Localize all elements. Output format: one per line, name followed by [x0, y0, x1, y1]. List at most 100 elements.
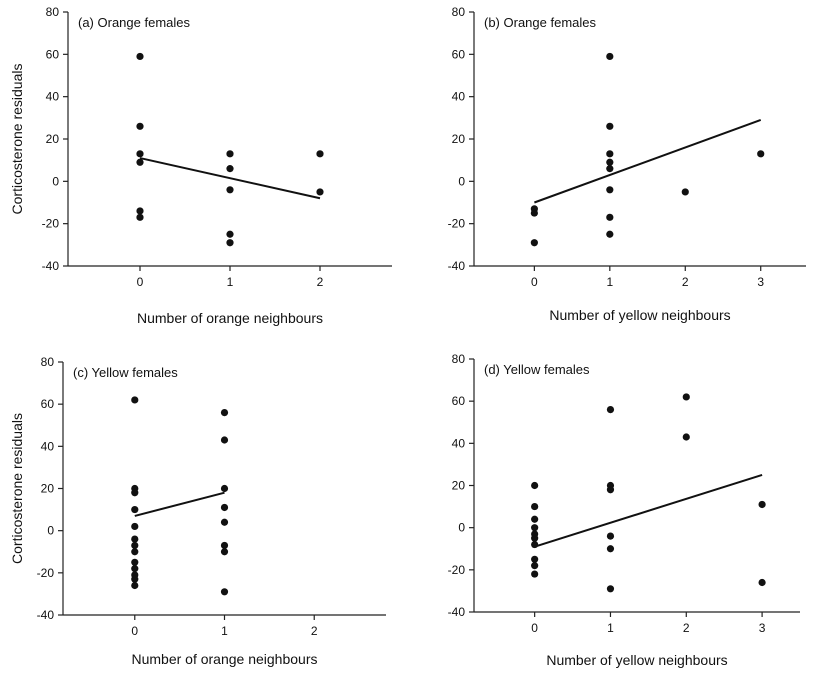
- data-point: [531, 540, 539, 549]
- data-point: [131, 505, 139, 514]
- y-axis-title: Corticosterone residuals: [9, 413, 25, 564]
- y-tick-label: 60: [41, 397, 55, 411]
- panel-label: (a) Orange females: [78, 15, 190, 30]
- data-point: [531, 524, 539, 532]
- data-point: [131, 396, 139, 404]
- panel-label: (b) Orange females: [484, 15, 596, 30]
- data-point: [220, 548, 229, 556]
- regression-line: [134, 491, 225, 517]
- x-tick-label: 2: [683, 621, 690, 635]
- y-tick-label: -40: [37, 608, 55, 622]
- data-point: [531, 534, 539, 542]
- y-tick-label: 40: [46, 90, 60, 104]
- data-point: [131, 575, 139, 583]
- y-tick-label: -40: [448, 259, 466, 273]
- data-point: [606, 406, 615, 414]
- y-tick-label: -20: [42, 217, 60, 231]
- y-tick-label: 40: [452, 436, 466, 450]
- y-tick-label: 60: [452, 394, 466, 408]
- x-tick-label: 3: [757, 275, 764, 289]
- data-point: [131, 522, 139, 531]
- regression-line: [534, 119, 762, 204]
- y-tick-label: 20: [41, 482, 55, 496]
- data-point: [606, 165, 614, 173]
- data-point: [131, 541, 139, 550]
- y-tick-label: -20: [448, 217, 466, 231]
- y-tick-label: 80: [41, 355, 55, 369]
- data-point: [316, 188, 324, 196]
- data-point: [131, 581, 139, 590]
- data-point: [682, 393, 690, 401]
- data-point: [226, 186, 234, 194]
- data-point: [606, 158, 614, 166]
- x-tick-label: 1: [227, 275, 234, 289]
- y-tick-label: 0: [52, 174, 59, 188]
- data-point: [758, 578, 766, 587]
- data-point: [220, 484, 229, 493]
- data-point: [606, 150, 614, 158]
- y-tick-label: 40: [41, 439, 55, 453]
- data-point: [226, 230, 234, 238]
- y-axis-title: Corticosterone residuals: [9, 64, 25, 215]
- x-tick-label: 0: [531, 621, 538, 635]
- data-point: [220, 436, 229, 444]
- y-tick-label: 0: [47, 524, 54, 538]
- data-point: [136, 158, 144, 166]
- y-tick-label: 80: [452, 5, 466, 19]
- y-tick-label: 20: [452, 132, 466, 146]
- regression-line: [139, 157, 321, 200]
- y-tick-label: -40: [42, 259, 60, 273]
- data-point: [530, 239, 538, 247]
- x-tick-label: 3: [759, 621, 766, 635]
- data-point: [757, 150, 765, 158]
- data-point: [606, 545, 615, 553]
- regression-line: [534, 474, 763, 548]
- data-point: [606, 52, 614, 61]
- data-point: [226, 165, 234, 173]
- data-point: [606, 532, 615, 540]
- data-point: [131, 535, 139, 543]
- data-point: [531, 555, 539, 563]
- x-tick-label: 1: [221, 624, 228, 638]
- data-point: [682, 433, 690, 441]
- y-tick-label: 40: [452, 90, 466, 104]
- y-tick-label: 0: [458, 521, 465, 535]
- data-point: [220, 518, 229, 526]
- data-point: [220, 503, 229, 512]
- data-point: [758, 500, 766, 509]
- data-point: [226, 150, 234, 158]
- x-axis-title: Number of yellow neighbours: [549, 307, 730, 323]
- data-point: [606, 213, 614, 221]
- y-tick-label: 20: [452, 479, 466, 493]
- y-tick-label: -20: [37, 566, 55, 580]
- data-point: [316, 150, 324, 158]
- panel-label: (c) Yellow females: [73, 365, 178, 380]
- data-point: [220, 588, 229, 596]
- data-point: [220, 541, 229, 550]
- data-point: [226, 239, 234, 247]
- y-tick-label: 20: [46, 132, 60, 146]
- x-tick-label: 0: [531, 275, 538, 289]
- x-axis-title: Number of orange neighbours: [131, 651, 317, 667]
- data-point: [131, 489, 139, 497]
- x-tick-label: 2: [317, 275, 324, 289]
- x-axis-title: Number of yellow neighbours: [546, 652, 727, 668]
- data-point: [531, 570, 539, 578]
- data-point: [131, 565, 139, 573]
- panel-d: -40 -20 0 20 40 60 80 0 1 2 3 (d) Yellow females Num…: [448, 352, 800, 668]
- x-axis-title: Number of orange neighbours: [137, 310, 323, 326]
- panel-b: -40 -20 0 20 40 60 80 0 1 2 3 (b) Orange females Num…: [448, 5, 806, 323]
- panel-a: -40 -20 0 20 40 60 80 0 1 2 (a) Orange females Numb…: [9, 5, 392, 326]
- panel-c: -40 -20 0 20 40 60 80 0 1 2 (c) Yellow females Numb…: [9, 355, 386, 667]
- y-tick-label: -20: [448, 563, 466, 577]
- data-point: [681, 188, 689, 196]
- y-tick-label: 60: [46, 47, 60, 61]
- data-point: [131, 548, 139, 556]
- data-point: [220, 409, 229, 417]
- y-tick-label: -40: [448, 605, 466, 619]
- data-point: [136, 207, 144, 215]
- data-point: [531, 562, 539, 570]
- data-point: [606, 585, 615, 593]
- data-point: [530, 209, 538, 217]
